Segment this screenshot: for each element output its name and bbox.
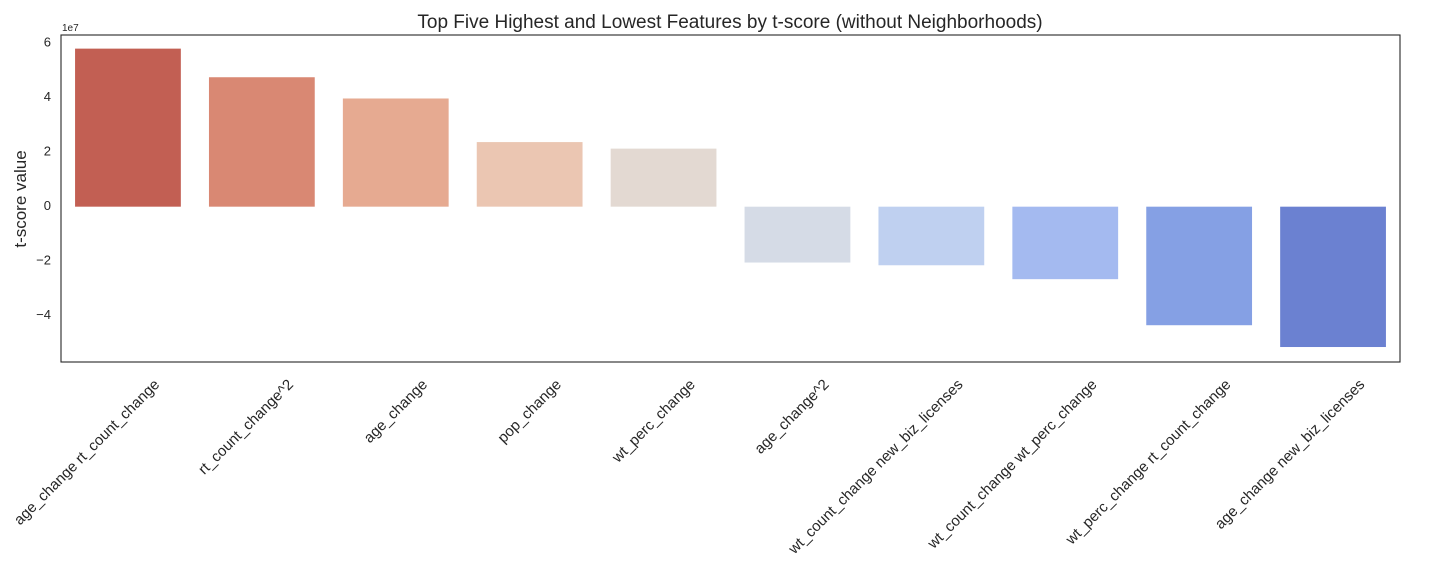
bar-9: [1146, 206, 1253, 326]
x-tick-label-9: wt_perc_change rt_count_change: [1062, 376, 1235, 549]
y-tick-label: 0: [44, 198, 51, 213]
bar-6: [744, 206, 851, 263]
y-tick-label: −4: [36, 307, 51, 322]
bar-5: [610, 148, 717, 207]
y-tick-label: 2: [44, 144, 51, 159]
x-tick-label-3: age_change: [361, 376, 431, 446]
y-ticks: −4 −2 0 2 4 6: [36, 35, 51, 323]
x-tick-label-5: wt_perc_change: [608, 376, 699, 467]
x-tick-label-10: age_change new_biz_licenses: [1212, 376, 1369, 533]
bar-2: [208, 77, 315, 207]
plot-frame: [60, 34, 1401, 363]
x-tick-label-1: age_change rt_count_change: [11, 376, 163, 528]
bar-3: [342, 98, 449, 207]
y-axis-label: t-score value: [11, 150, 30, 247]
y-axis-offset-label: 1e7: [62, 23, 79, 34]
x-tick-label-2: rt_count_change^2: [195, 376, 297, 478]
bar-1: [75, 48, 181, 207]
x-tick-labels: age_change rt_count_change rt_count_chang…: [11, 376, 1368, 558]
chart-title: Top Five Highest and Lowest Features by …: [417, 12, 1042, 33]
x-tick-label-4: pop_change: [494, 376, 564, 446]
bar-4: [476, 142, 583, 207]
bar-10: [1280, 206, 1386, 348]
y-tick-label: −2: [36, 253, 51, 268]
bars-group: [75, 48, 1386, 348]
x-tick-label-6: age_change^2: [751, 376, 832, 457]
y-tick-label: 6: [44, 35, 51, 50]
bar-7: [878, 206, 985, 266]
y-tick-label: 4: [44, 89, 51, 104]
bar-8: [1012, 206, 1119, 280]
